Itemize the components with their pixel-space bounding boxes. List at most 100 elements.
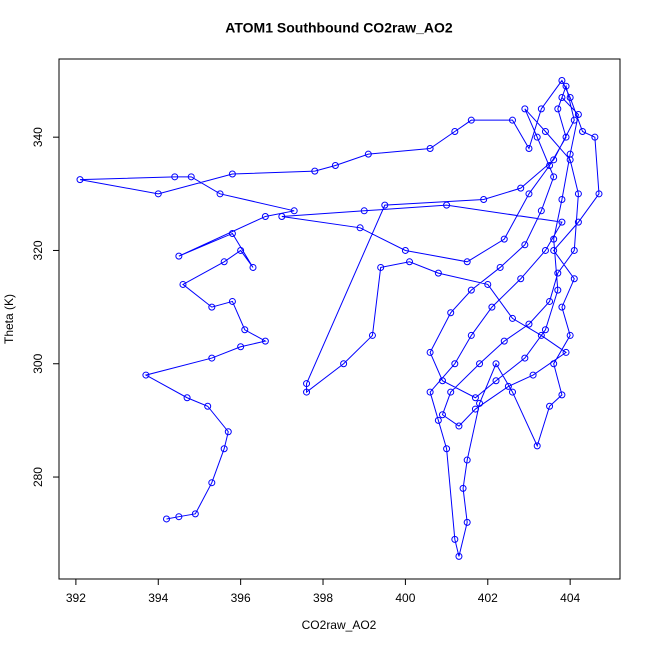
data-point xyxy=(541,246,549,254)
data-point xyxy=(496,263,504,271)
data-point xyxy=(558,218,566,226)
data-point xyxy=(443,201,451,209)
data-point xyxy=(574,111,582,119)
data-point xyxy=(554,286,562,294)
x-tick-label: 392 xyxy=(66,591,86,605)
data-point xyxy=(290,207,298,215)
data-point xyxy=(480,195,488,203)
data-point xyxy=(447,388,455,396)
data-point xyxy=(368,331,376,339)
data-point xyxy=(541,128,549,136)
data-point xyxy=(521,354,529,362)
x-tick-label: 404 xyxy=(560,591,580,605)
data-point xyxy=(550,173,558,181)
data-point xyxy=(533,442,541,450)
data-point xyxy=(204,402,212,410)
data-point xyxy=(558,77,566,85)
chart-title: ATOM1 Southbound CO2raw_AO2 xyxy=(225,20,453,36)
data-point xyxy=(541,326,549,334)
data-point xyxy=(303,388,311,396)
data-point xyxy=(459,484,467,492)
x-tick-label: 394 xyxy=(148,591,168,605)
data-point xyxy=(237,343,245,351)
data-point xyxy=(451,360,459,368)
data-point xyxy=(311,167,319,175)
data-point xyxy=(521,105,529,113)
data-point xyxy=(570,275,578,283)
data-point xyxy=(595,190,603,198)
data-point xyxy=(537,105,545,113)
data-point xyxy=(591,133,599,141)
data-point xyxy=(550,246,558,254)
data-point xyxy=(554,269,562,277)
data-point xyxy=(570,246,578,254)
data-point xyxy=(579,128,587,136)
data-point xyxy=(504,382,512,390)
data-point xyxy=(566,150,574,158)
data-point xyxy=(558,94,566,102)
data-point xyxy=(191,510,199,518)
data-point xyxy=(508,388,516,396)
data-point xyxy=(463,518,471,526)
y-axis-label: Theta (K) xyxy=(2,294,16,344)
data-point xyxy=(521,241,529,249)
data-point xyxy=(443,445,451,453)
data-point xyxy=(208,479,216,487)
data-point xyxy=(340,360,348,368)
data-point xyxy=(546,161,554,169)
data-point xyxy=(447,309,455,317)
data-point xyxy=(261,212,269,220)
data-point xyxy=(303,380,311,388)
data-point xyxy=(508,116,516,124)
data-point xyxy=(331,161,339,169)
data-point xyxy=(476,399,484,407)
data-point xyxy=(562,82,570,90)
data-point xyxy=(492,360,500,368)
data-point xyxy=(488,303,496,311)
data-point xyxy=(426,348,434,356)
data-point xyxy=(508,314,516,322)
data-point xyxy=(492,377,500,385)
data-point xyxy=(249,263,257,271)
data-point xyxy=(426,144,434,152)
data-point xyxy=(500,235,508,243)
data-point xyxy=(574,190,582,198)
data-point xyxy=(154,190,162,198)
data-point xyxy=(546,297,554,305)
data-point xyxy=(142,371,150,379)
data-point xyxy=(455,422,463,430)
data-point xyxy=(179,280,187,288)
data-point xyxy=(438,377,446,385)
data-point xyxy=(554,105,562,113)
data-point xyxy=(406,258,414,266)
data-point xyxy=(566,331,574,339)
data-point xyxy=(171,173,179,181)
data-point xyxy=(550,156,558,164)
data-point xyxy=(438,411,446,419)
y-tick-label: 300 xyxy=(31,353,45,373)
data-point xyxy=(467,116,475,124)
data-point xyxy=(356,224,364,232)
data-point xyxy=(574,218,582,226)
data-point xyxy=(220,445,228,453)
y-tick-label: 320 xyxy=(31,240,45,260)
data-point xyxy=(566,94,574,102)
data-point xyxy=(175,252,183,260)
data-point xyxy=(484,280,492,288)
data-point xyxy=(562,133,570,141)
data-point xyxy=(471,394,479,402)
data-point xyxy=(476,360,484,368)
data-point xyxy=(467,331,475,339)
data-point xyxy=(434,416,442,424)
data-point xyxy=(183,394,191,402)
data-point xyxy=(550,235,558,243)
data-point xyxy=(570,116,578,124)
data-line xyxy=(79,79,600,557)
data-point xyxy=(261,337,269,345)
data-point xyxy=(241,326,249,334)
data-point xyxy=(426,388,434,396)
data-point xyxy=(228,297,236,305)
data-point xyxy=(76,176,84,184)
data-point xyxy=(537,331,545,339)
